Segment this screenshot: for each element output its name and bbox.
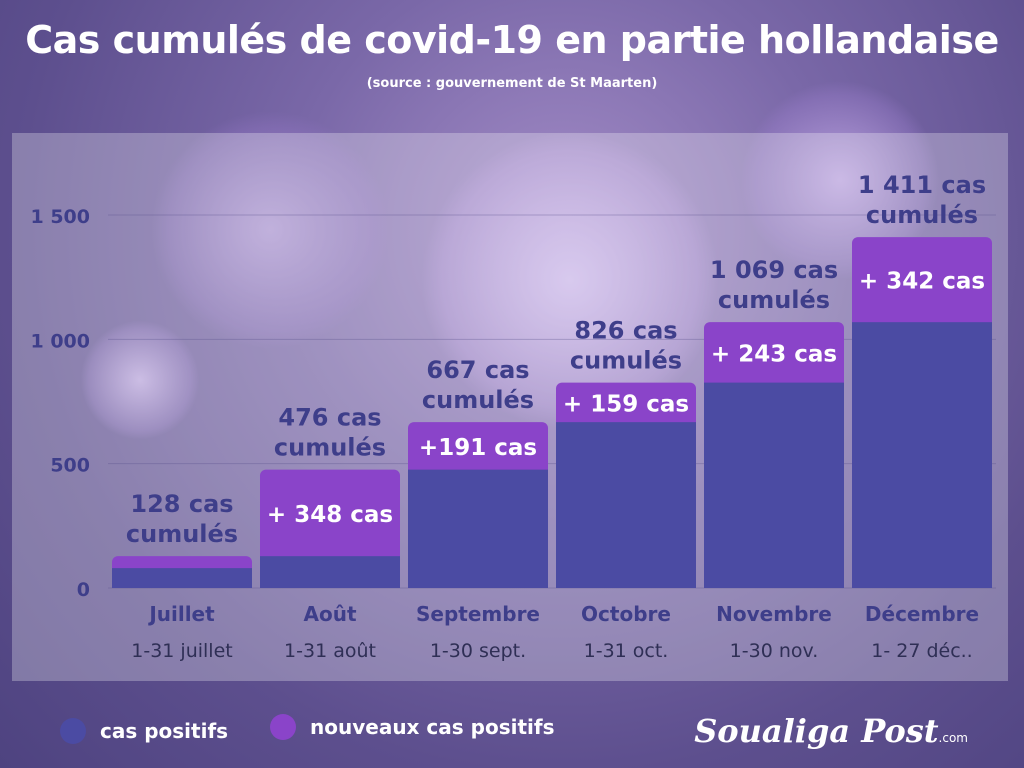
total-label-line2: cumulés <box>274 434 386 462</box>
bar-base-segment <box>704 382 844 588</box>
total-label-line2: cumulés <box>126 520 238 548</box>
chart-subtitle: (source : gouvernement de St Maarten) <box>366 76 658 91</box>
bar-new-segment <box>704 322 844 389</box>
legend-item-base: cas positifs <box>60 718 228 744</box>
y-tick-label: 500 <box>50 455 90 477</box>
x-category-label: Décembre <box>865 602 979 626</box>
bar-new-segment <box>260 469 400 563</box>
bar-new-segment <box>556 382 696 429</box>
virus-background-blob <box>80 320 200 440</box>
virus-background-blob <box>150 110 390 350</box>
total-label-line1: 667 cas <box>426 356 529 384</box>
y-tick-label: 1 500 <box>31 206 91 228</box>
total-label-line2: cumulés <box>718 286 830 314</box>
legend-swatch-base <box>60 718 86 744</box>
bar-base-segment <box>556 422 696 588</box>
x-period-label: 1-31 août <box>284 640 376 662</box>
y-tick-label: 0 <box>77 579 90 601</box>
x-period-label: 1-31 juillet <box>131 640 232 662</box>
legend-label-base: cas positifs <box>100 719 229 743</box>
new-cases-label: + 348 cas <box>267 502 393 528</box>
virus-background-blob <box>420 130 720 430</box>
new-cases-label: + 243 cas <box>711 341 837 367</box>
new-cases-label: + 342 cas <box>859 269 985 295</box>
bar-base-segment <box>852 322 992 588</box>
legend-label-new: nouveaux cas positifs <box>310 715 555 739</box>
total-label-line2: cumulés <box>570 347 682 375</box>
new-cases-label: +191 cas <box>419 435 537 461</box>
x-period-label: 1-31 oct. <box>584 640 669 662</box>
legend-item-new: nouveaux cas positifs <box>270 714 554 740</box>
x-period-label: 1-30 sept. <box>430 640 526 662</box>
new-cases-label: + 159 cas <box>563 391 689 417</box>
brand-suffix: .com <box>938 731 968 745</box>
x-category-label: Août <box>303 602 356 626</box>
x-category-label: Septembre <box>416 602 540 626</box>
x-period-label: 1-30 nov. <box>730 640 819 662</box>
total-label-line2: cumulés <box>422 386 534 414</box>
x-category-label: Juillet <box>147 602 215 626</box>
total-label-line1: 476 cas <box>278 404 381 432</box>
bar-new-segment <box>852 237 992 329</box>
y-tick-label: 1 000 <box>31 330 91 352</box>
brand-logo: Soualiga Post.com <box>694 712 968 750</box>
bar-base-segment <box>112 568 252 588</box>
chart-title: Cas cumulés de covid-19 en partie hollan… <box>25 18 999 62</box>
total-label-line1: 826 cas <box>574 317 677 345</box>
legend-swatch-new <box>270 714 296 740</box>
bar-new-segment <box>408 422 548 476</box>
x-category-label: Octobre <box>581 602 671 626</box>
brand-name: Soualiga Post <box>694 712 939 750</box>
total-label-line1: 1 411 cas <box>858 171 986 199</box>
bar-base-segment <box>408 469 548 588</box>
total-label-line1: 128 cas <box>130 490 233 518</box>
x-period-label: 1- 27 déc.. <box>871 640 972 662</box>
total-label-line1: 1 069 cas <box>710 256 838 284</box>
total-label-line2: cumulés <box>866 201 978 229</box>
x-category-label: Novembre <box>716 602 832 626</box>
bar-base-segment <box>260 556 400 588</box>
